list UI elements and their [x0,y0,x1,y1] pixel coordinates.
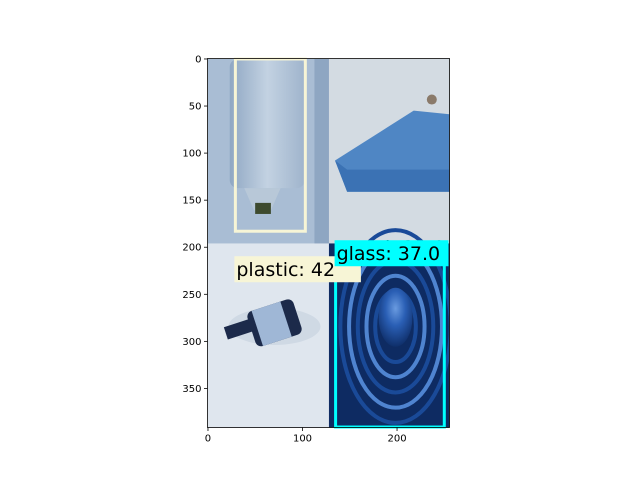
detection-label-1: glass: 37.0 [337,243,441,265]
bottle-label [251,301,292,346]
x-tick-label: 0 [205,434,211,445]
y-tick-label: 350 [182,384,201,395]
y-tick-label: 0 [195,54,201,65]
x-tick-label: 200 [387,434,406,445]
y-tick-label: 50 [189,102,202,113]
x-tick-label: 100 [293,434,312,445]
jug-cap [255,202,271,214]
detection-label-0: plastic: 42 [236,259,335,281]
jug-edge [314,58,329,244]
y-tick-label: 200 [182,243,201,254]
y-tick-label: 100 [182,149,201,160]
container-ring [338,228,450,425]
y-tick-label: 250 [182,290,201,301]
bounding-box-0 [233,57,307,233]
detection-label-bg-1 [334,240,449,267]
container-ring [364,273,427,380]
jug-neck [244,188,281,211]
axes-frame [207,58,450,428]
image-tile-cardboard-shelf [328,58,450,244]
bottle-neck [223,318,254,340]
y-tick-label: 150 [182,196,201,207]
jug-body [229,58,305,189]
y-tick-label: 300 [182,337,201,348]
wall-spot [426,94,437,105]
image-tile-plastic-jug [207,58,329,244]
tick-layer: 0 100 200 0 50 100 150 200 250 300 350 [182,54,406,444]
container-center [378,287,413,347]
cardboard-edge [335,160,450,192]
